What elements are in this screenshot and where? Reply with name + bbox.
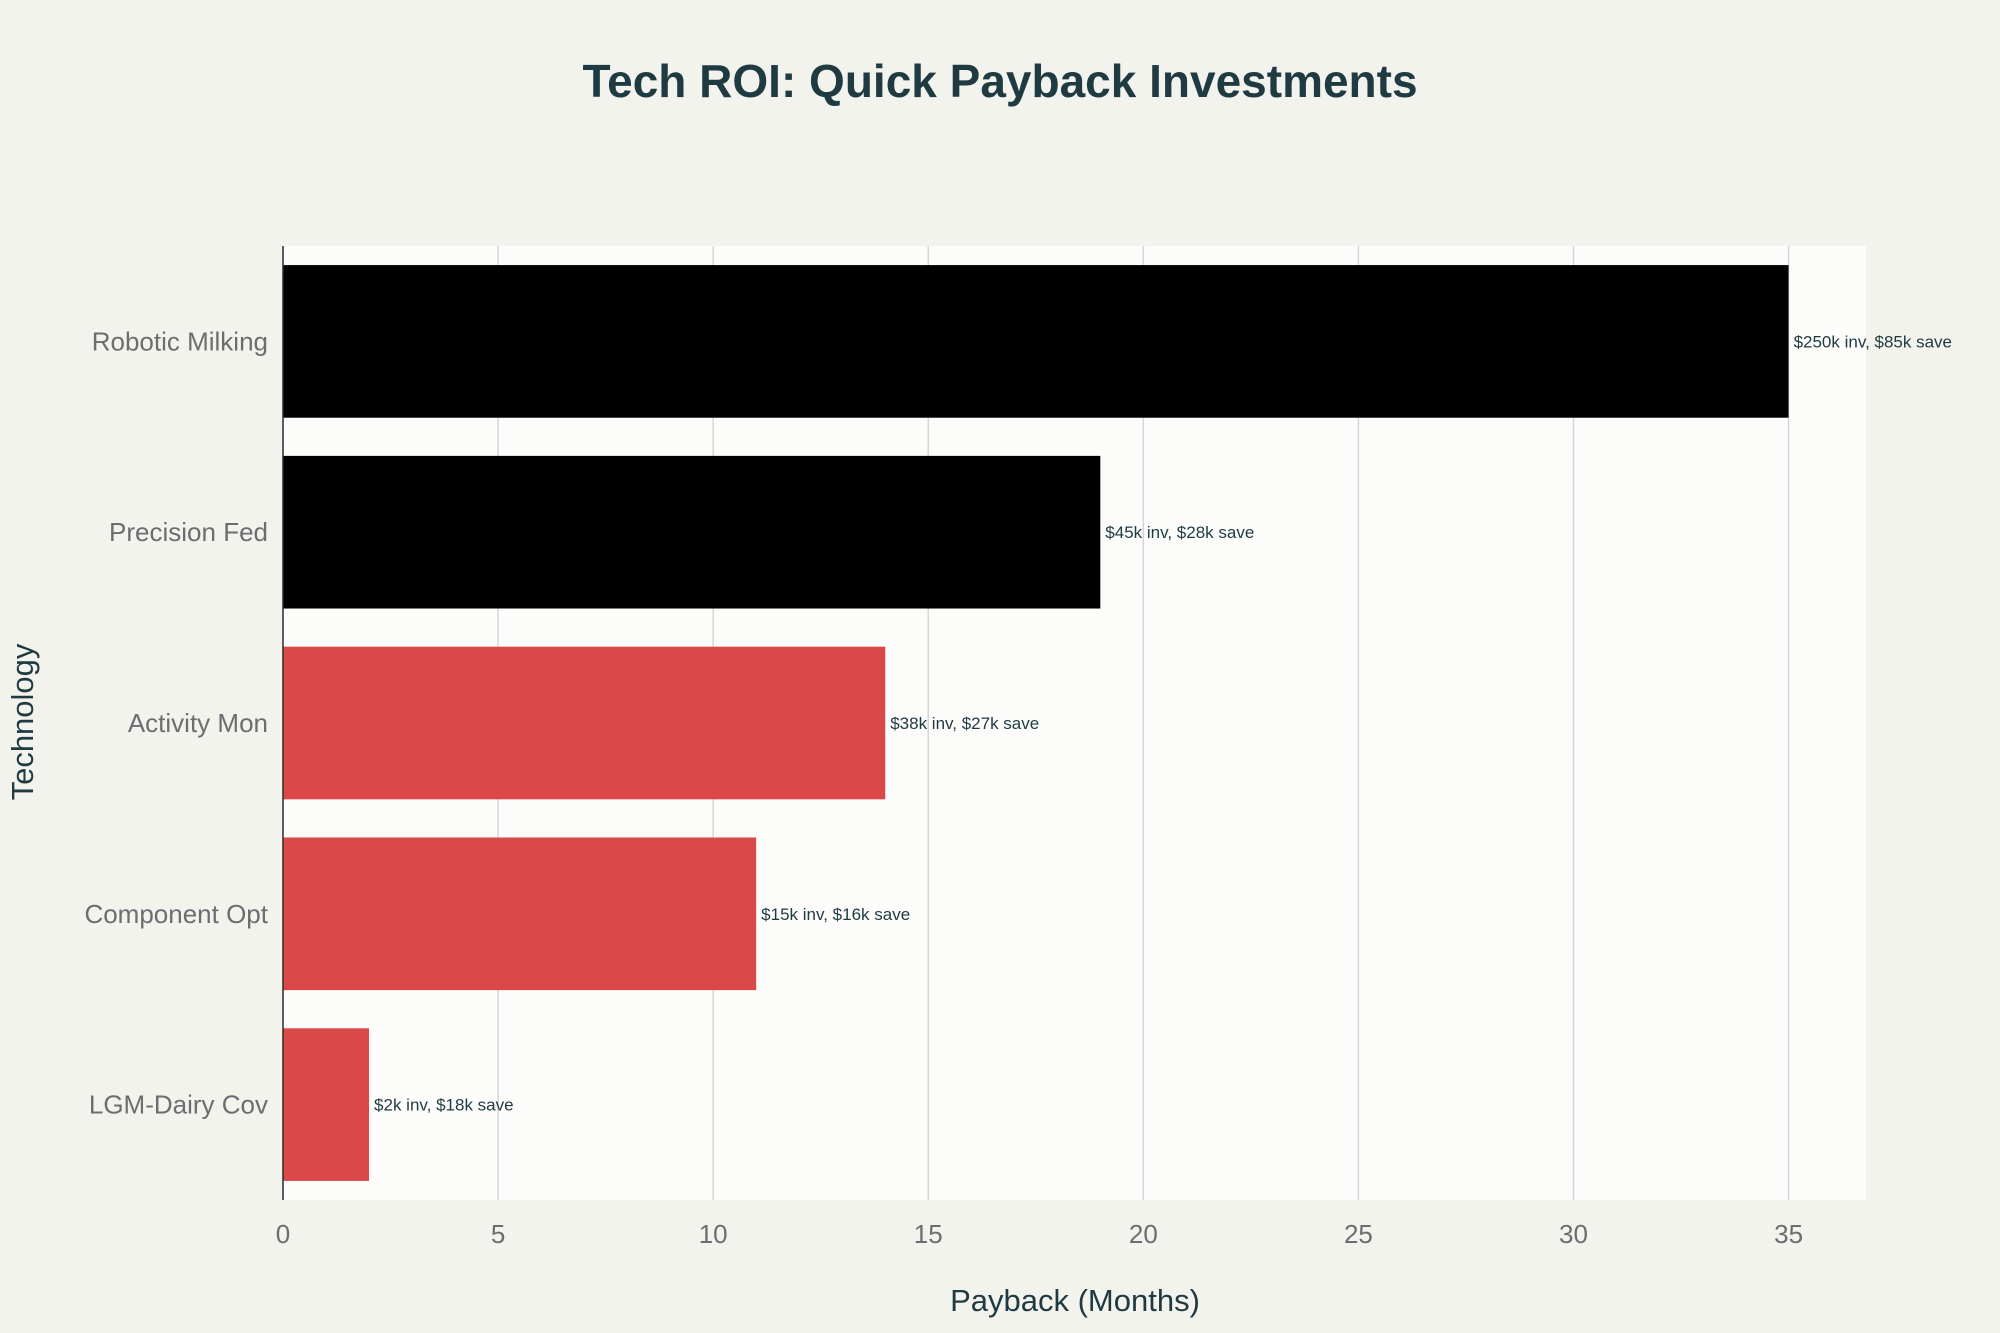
bar-data-label: $38k inv, $27k save [890, 714, 1039, 733]
x-tick-labels: 0 5 10 15 20 25 30 35 [276, 1219, 1803, 1249]
x-tick-label: 30 [1559, 1219, 1588, 1249]
bars [283, 265, 1789, 1181]
y-tick-labels: Robotic Milking Precision Fed Activity Mon… [84, 326, 268, 1119]
bar [283, 837, 757, 991]
bar-data-label: $250k inv, $85k save [1794, 332, 1952, 351]
bar-data-label: $15k inv, $16k save [761, 905, 910, 924]
bar [283, 455, 1101, 609]
x-tick-label: 20 [1129, 1219, 1158, 1249]
y-tick-label: Activity Mon [128, 708, 268, 738]
x-tick-label: 15 [914, 1219, 943, 1249]
y-tick-label: Robotic Milking [92, 326, 268, 356]
bar-data-label: $2k inv, $18k save [374, 1096, 514, 1115]
y-tick-label: LGM-Dairy Cov [89, 1090, 268, 1120]
x-tick-label: 0 [276, 1219, 290, 1249]
x-tick-label: 35 [1774, 1219, 1803, 1249]
y-tick-label: Component Opt [84, 899, 268, 929]
x-tick-label: 25 [1344, 1219, 1373, 1249]
bar [283, 265, 1789, 418]
y-tick-label: Precision Fed [109, 517, 268, 547]
x-tick-label: 10 [699, 1219, 728, 1249]
x-tick-label: 5 [491, 1219, 505, 1249]
bar-data-label: $45k inv, $28k save [1105, 523, 1254, 542]
chart-title: Tech ROI: Quick Payback Investments [582, 55, 1417, 107]
data-labels: $250k inv, $85k save $45k inv, $28k save $… [374, 332, 1952, 1114]
bar [283, 646, 886, 800]
bar [283, 1028, 370, 1181]
y-axis-title: Technology [5, 643, 40, 800]
x-axis-title: Payback (Months) [950, 1283, 1200, 1318]
